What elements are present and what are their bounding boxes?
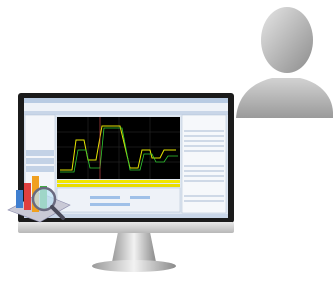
status-strip: [57, 180, 180, 183]
illustration: [0, 0, 333, 281]
status-bar: [24, 214, 228, 218]
user-head: [261, 7, 313, 73]
input-field: [90, 196, 120, 199]
side-button: [26, 150, 54, 156]
toolbar: [24, 103, 228, 111]
icon-bar: [24, 183, 31, 210]
tab-bar: [24, 111, 228, 115]
properties-panel: [182, 115, 226, 213]
page: {} html, body { margin: 0; padding: 0; b…: [0, 0, 333, 281]
title-bar: [24, 98, 228, 103]
side-button: [26, 158, 54, 164]
body: [0, 0, 333, 281]
monitor-neck: [112, 232, 156, 262]
monitor-base: [92, 260, 176, 272]
user-body: [236, 78, 333, 118]
monitor-chin: [18, 222, 234, 233]
input-field: [130, 196, 150, 199]
status-strip: [57, 184, 180, 187]
icon-bar: [16, 190, 23, 208]
user-icon: [236, 7, 333, 118]
monitor: [18, 93, 234, 272]
input-field: [90, 203, 130, 206]
bottom-panel: [57, 188, 180, 212]
side-button: [26, 166, 54, 172]
